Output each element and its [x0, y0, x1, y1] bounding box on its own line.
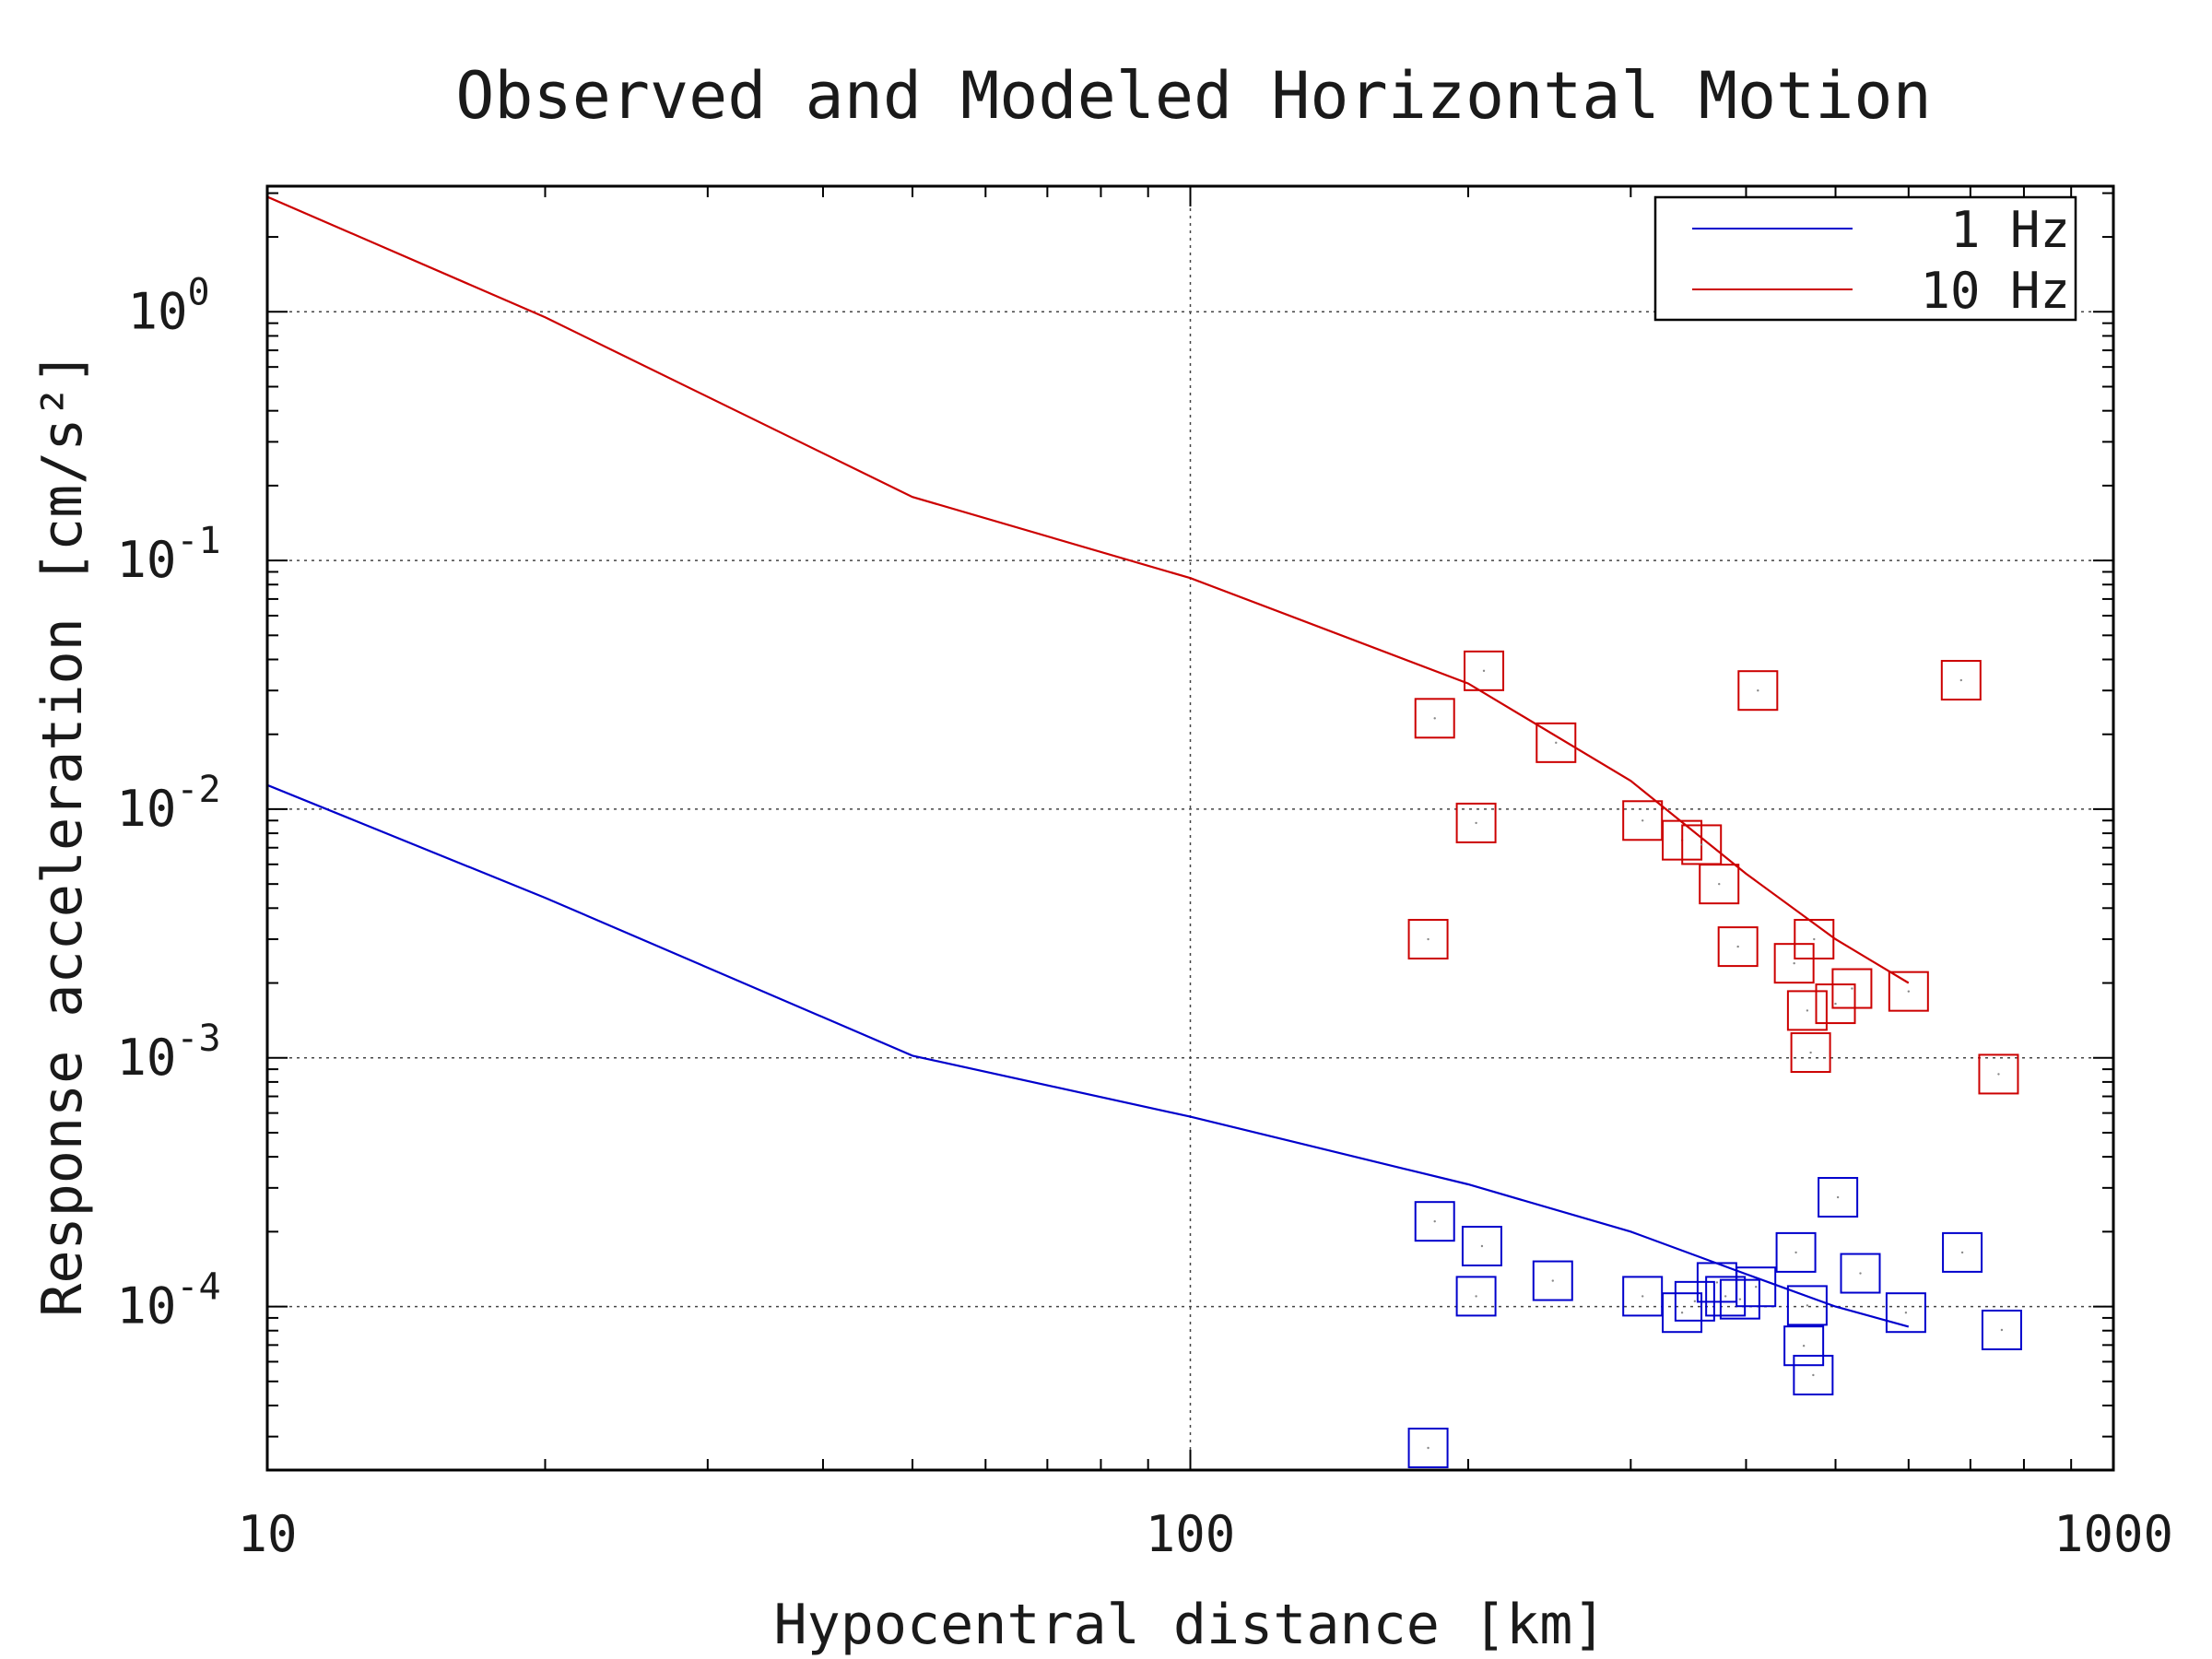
plot-clip-area — [267, 195, 2022, 1469]
y-tick-label: 100 — [127, 271, 209, 340]
observed-point-1hz — [1735, 1266, 1777, 1308]
legend-label-10hz: 10 Hz — [1920, 262, 2070, 320]
observed-point-center — [1809, 1051, 1812, 1054]
x-tick-label: 1000 — [2053, 1505, 2173, 1563]
model-line-10hz — [267, 195, 1910, 984]
observed-point-center — [1794, 1251, 1797, 1254]
observed-point-center — [1904, 1312, 1908, 1314]
observed-point-center — [1551, 1279, 1554, 1282]
observed-point-center — [1680, 1312, 1684, 1314]
observed-point-1hz — [1455, 1276, 1497, 1317]
observed-point-center — [1641, 1295, 1644, 1298]
observed-point-10hz — [1535, 722, 1577, 763]
observed-point-1hz — [1981, 1309, 2022, 1350]
observed-point-1hz — [1414, 1201, 1455, 1242]
observed-point-center — [1724, 1295, 1727, 1298]
observed-point-1hz — [1786, 1285, 1828, 1326]
observed-point-1hz — [1461, 1225, 1502, 1266]
observed-point-center — [1997, 1073, 2000, 1076]
observed-point-center — [1427, 937, 1430, 941]
x-tick-label: 100 — [1146, 1505, 1236, 1563]
observed-point-center — [1736, 945, 1739, 948]
observed-point-1hz — [1662, 1292, 1703, 1334]
y-tick-label: 10-1 — [116, 520, 220, 589]
observed-point-center — [1718, 882, 1721, 886]
observed-point-center — [1427, 1446, 1430, 1450]
observed-point-center — [1834, 1002, 1837, 1006]
chart-title: Observed and Modeled Horizontal Motion — [455, 58, 1931, 134]
observed-point-center — [1813, 937, 1816, 941]
observed-point-center — [1755, 1286, 1758, 1288]
observed-point-10hz — [1699, 864, 1740, 905]
observed-point-10hz — [1815, 983, 1856, 1025]
y-tick-label: 10-2 — [116, 769, 220, 838]
tick-labels: 10 100 1000 100 10-1 10-2 10-3 10-4 — [116, 271, 2173, 1563]
axis-ticks — [266, 186, 2114, 1470]
model-lines — [267, 195, 1910, 1328]
observed-point-10hz — [1455, 802, 1497, 843]
observed-point-center — [1851, 987, 1853, 990]
observed-point-10hz — [1940, 660, 1982, 701]
legend-box — [1653, 195, 2077, 322]
observed-point-center — [1836, 1195, 1840, 1199]
observed-point-center — [1960, 1251, 1964, 1254]
observed-point-1hz — [1793, 1354, 1834, 1395]
observed-point-center — [1806, 1009, 1809, 1012]
observed-point-center — [1859, 1272, 1862, 1275]
observed-point-center — [1475, 821, 1477, 825]
observed-point-1hz — [1407, 1428, 1449, 1469]
observed-point-center — [1907, 990, 1911, 993]
observed-point-1hz — [1885, 1292, 1926, 1334]
observed-point-10hz — [1794, 919, 1835, 960]
observed-point-1hz — [1818, 1177, 1859, 1218]
x-axis-label: Hypocentral distance [km] — [773, 1593, 1606, 1657]
observed-point-center — [1693, 1300, 1697, 1303]
observed-point-10hz — [1464, 650, 1505, 691]
observed-point-10hz — [1786, 990, 1828, 1031]
observed-point-center — [1715, 1281, 1719, 1284]
observed-point-10hz — [1414, 698, 1455, 739]
x-tick-label: 10 — [237, 1505, 297, 1563]
observed-point-center — [1555, 741, 1558, 745]
observed-point-center — [1738, 1298, 1742, 1300]
observed-point-center — [1806, 1304, 1809, 1307]
observed-point-1hz — [1719, 1278, 1760, 1320]
observed-point-center — [1802, 1345, 1806, 1347]
observed-point-10hz — [1717, 926, 1759, 968]
observed-point-1hz — [1705, 1276, 1747, 1317]
observed-point-10hz — [1737, 670, 1779, 712]
observed-point-center — [1433, 1219, 1436, 1223]
observed-point-center — [1757, 688, 1759, 692]
legend: 1 Hz 10 Hz — [1653, 195, 2077, 322]
y-tick-label: 10-3 — [116, 1018, 220, 1087]
observed-point-1hz — [1783, 1325, 1825, 1367]
observed-point-center — [1812, 1373, 1815, 1377]
observed-point-center — [1959, 678, 1963, 682]
y-tick-label: 10-4 — [116, 1266, 220, 1335]
observed-point-center — [1475, 1295, 1477, 1298]
observed-point-center — [2000, 1328, 2004, 1332]
observed-point-center — [1641, 819, 1644, 822]
observed-point-10hz — [1888, 971, 1929, 1012]
observed-point-1hz — [1532, 1260, 1573, 1301]
observed-point-center — [1433, 717, 1436, 720]
observed-point-1hz — [1840, 1253, 1881, 1294]
model-line-1hz — [267, 783, 1910, 1328]
observed-point-10hz — [1407, 919, 1449, 960]
observed-point-10hz — [1978, 1053, 2019, 1095]
observed-point-1hz — [1775, 1231, 1817, 1273]
y-axis-label: Response acceleration [cm/s²] — [30, 351, 95, 1317]
observed-markers — [1407, 650, 2022, 1469]
observed-point-10hz — [1790, 1032, 1831, 1074]
observed-point-1hz — [1942, 1231, 1983, 1273]
legend-label-1hz: 1 Hz — [1950, 201, 2070, 259]
observed-point-center — [1793, 961, 1795, 965]
observed-point-10hz — [1831, 968, 1873, 1009]
observed-point-center — [1482, 669, 1486, 673]
observed-point-center — [1480, 1244, 1484, 1248]
grid — [267, 186, 2113, 1470]
observed-point-center — [1700, 843, 1703, 846]
